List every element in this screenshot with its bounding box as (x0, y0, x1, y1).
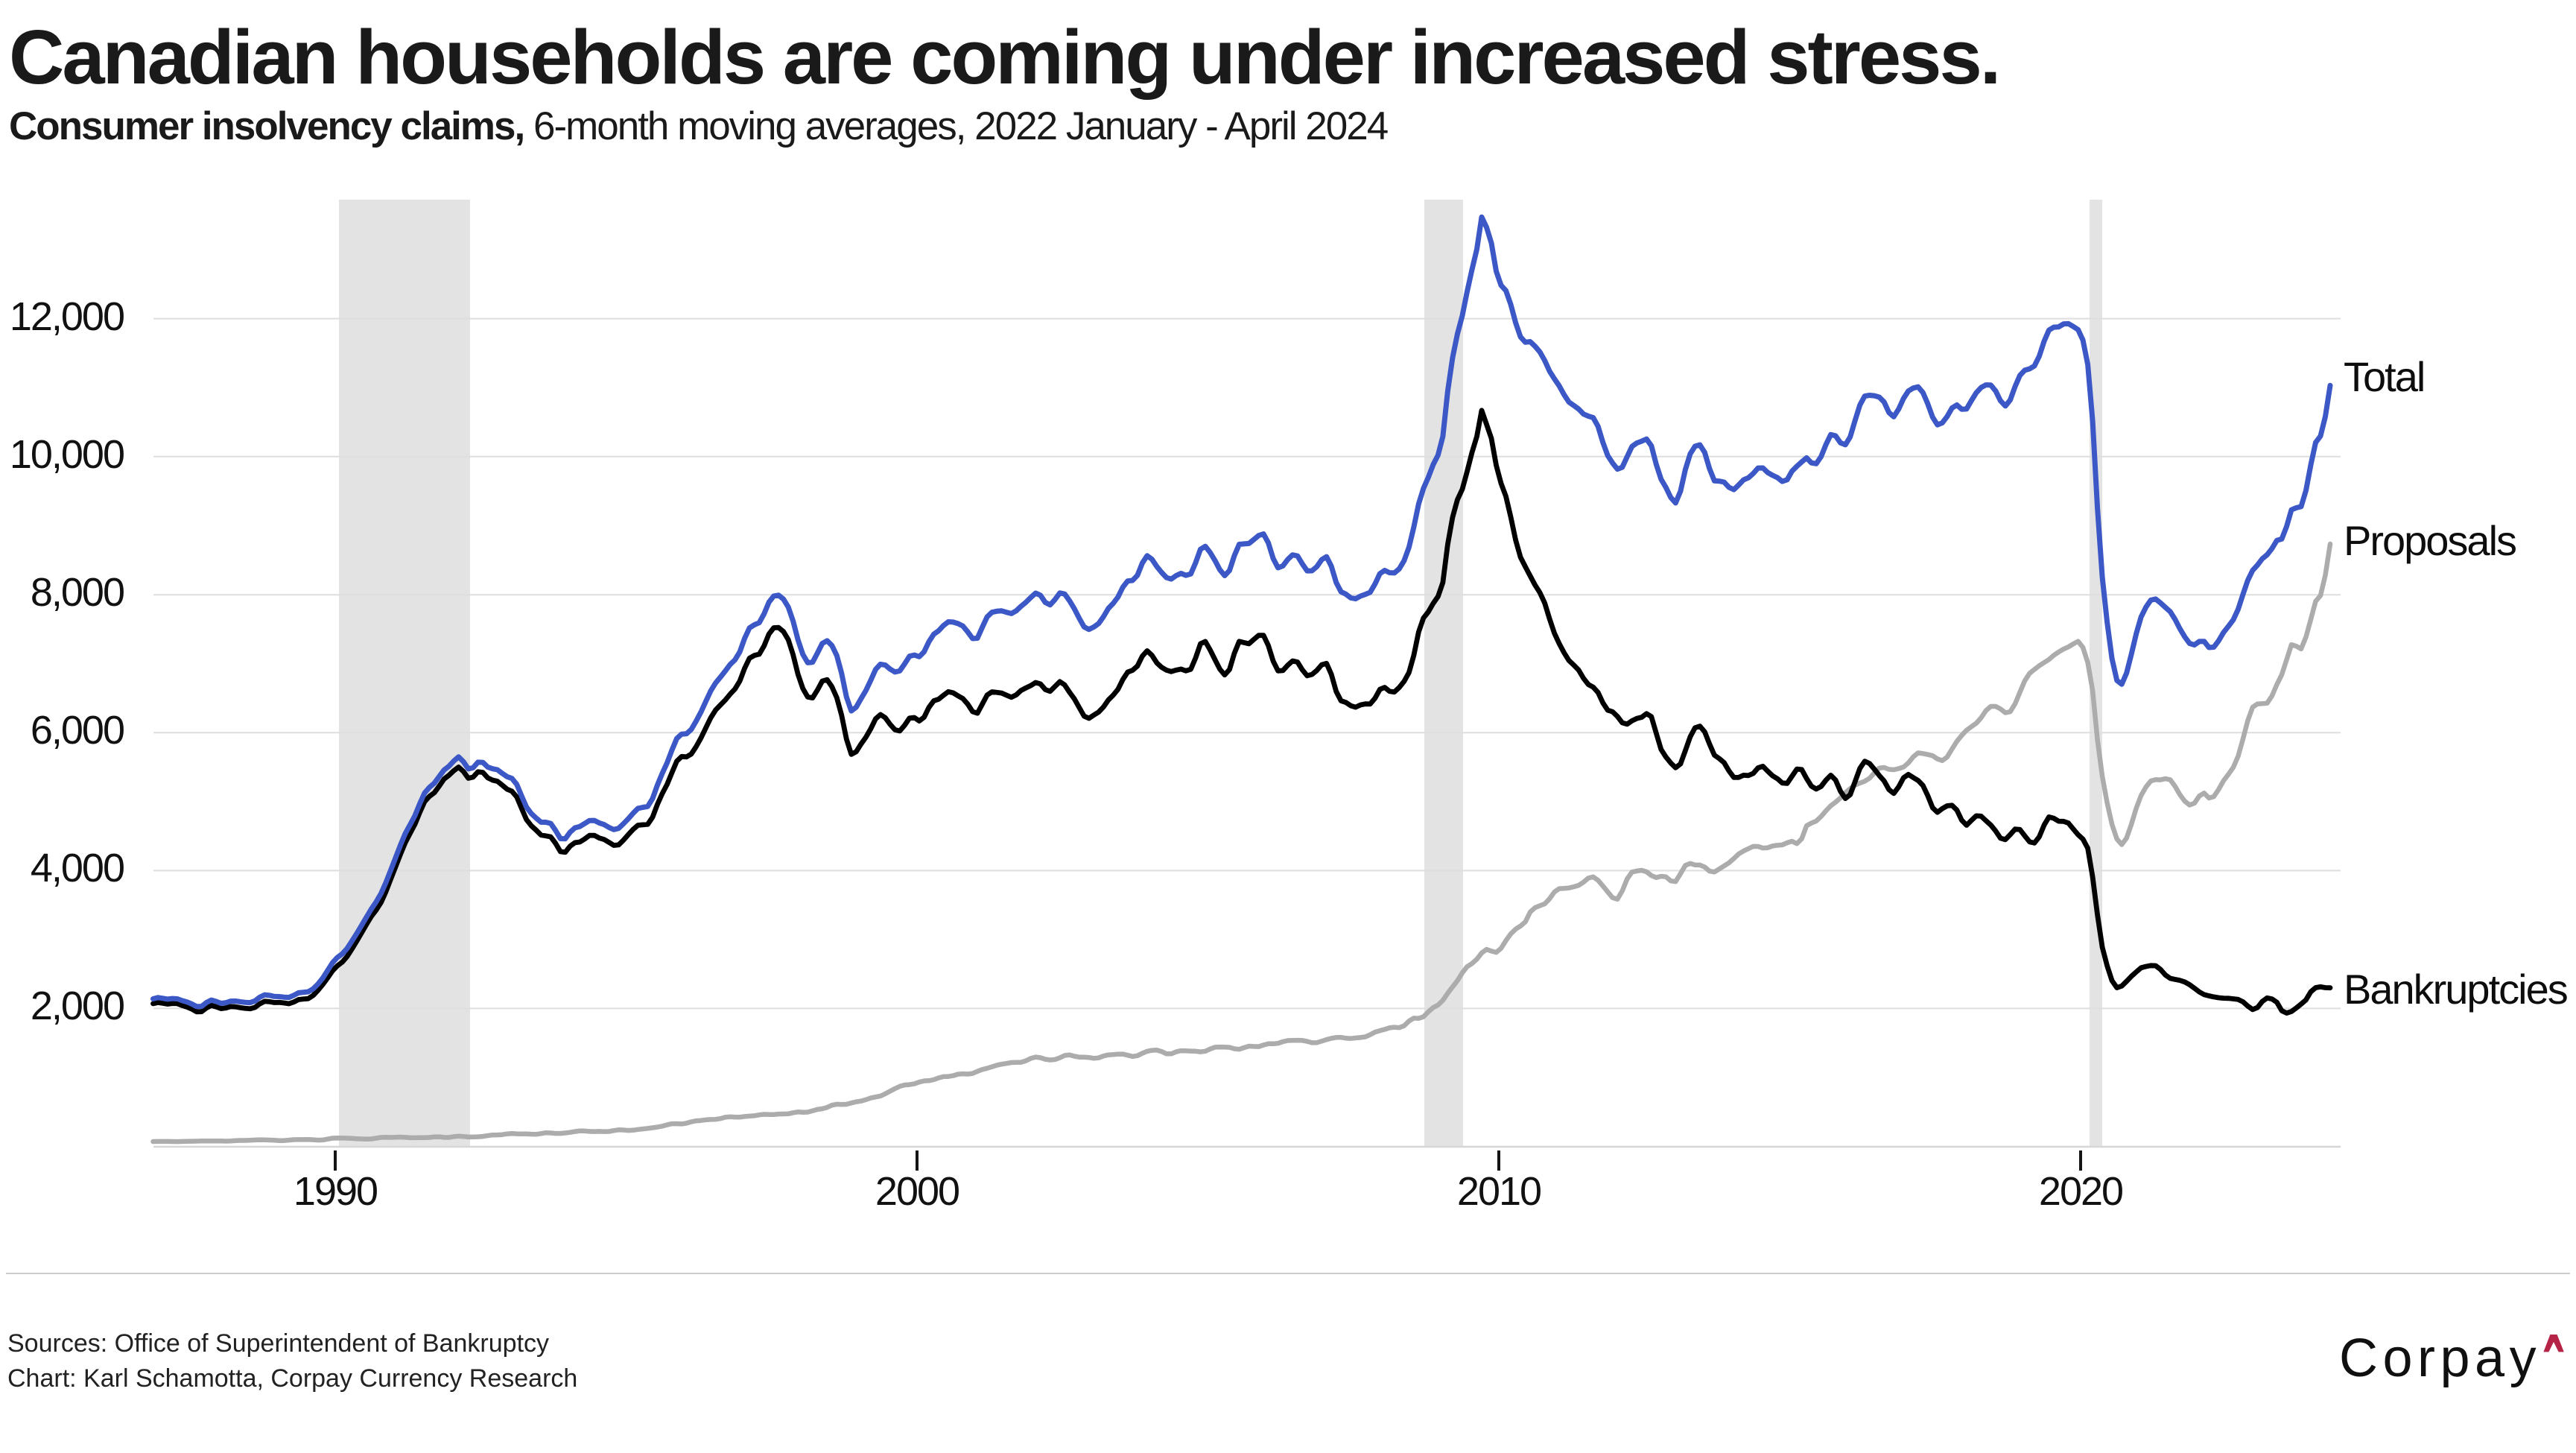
svg-text:2010: 2010 (1457, 1169, 1541, 1214)
svg-text:1990: 1990 (294, 1169, 377, 1214)
svg-text:Canadian households are coming: Canadian households are coming under inc… (9, 14, 1999, 100)
svg-text:4,000: 4,000 (31, 846, 124, 890)
svg-text:Chart: Karl Schamotta, Corpay: Chart: Karl Schamotta, Corpay Currency R… (7, 1364, 577, 1393)
svg-text:Consumer insolvency claims, 6-: Consumer insolvency claims, 6-month movi… (9, 104, 1388, 148)
svg-text:8,000: 8,000 (31, 570, 124, 615)
svg-text:Sources: Office of Superintend: Sources: Office of Superintendent of Ban… (7, 1329, 549, 1358)
svg-text:Total: Total (2344, 353, 2424, 400)
svg-text:6,000: 6,000 (31, 708, 124, 753)
svg-text:2020: 2020 (2039, 1169, 2122, 1214)
svg-text:12,000: 12,000 (10, 294, 124, 339)
svg-text:Bankruptcies: Bankruptcies (2344, 966, 2567, 1013)
svg-text:Corpay: Corpay (2339, 1329, 2541, 1388)
svg-text:2,000: 2,000 (31, 984, 124, 1028)
svg-text:Proposals: Proposals (2344, 517, 2516, 564)
svg-text:10,000: 10,000 (10, 432, 124, 477)
svg-text:2000: 2000 (875, 1169, 959, 1214)
